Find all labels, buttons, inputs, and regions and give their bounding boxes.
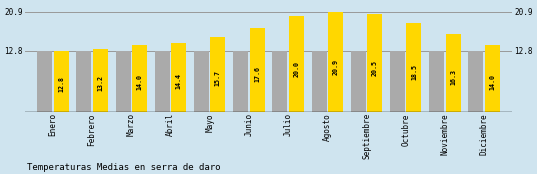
Bar (367, 14, 382, 112)
Bar (155, 51, 170, 112)
Bar (485, 45, 500, 112)
Text: 14.4: 14.4 (176, 73, 182, 89)
Bar (194, 51, 209, 112)
Text: 18.5: 18.5 (411, 64, 417, 80)
Text: 20.0: 20.0 (293, 61, 299, 77)
Bar (429, 51, 444, 112)
Text: 15.7: 15.7 (215, 70, 221, 86)
Bar (289, 16, 304, 112)
Bar (351, 51, 366, 112)
Bar (211, 37, 226, 112)
Text: Temperaturas Medias en serra de daro: Temperaturas Medias en serra de daro (27, 163, 220, 172)
Bar (311, 51, 326, 112)
Bar (171, 43, 186, 112)
Bar (93, 49, 108, 112)
Text: 13.2: 13.2 (97, 75, 103, 91)
Bar (468, 51, 483, 112)
Text: 14.0: 14.0 (489, 74, 495, 90)
Text: 16.3: 16.3 (450, 69, 456, 85)
Bar (328, 12, 343, 112)
Bar (233, 51, 248, 112)
Bar (37, 51, 52, 112)
Bar (115, 51, 130, 112)
Text: 14.0: 14.0 (136, 74, 142, 90)
Bar (250, 28, 265, 112)
Bar (446, 34, 461, 112)
Text: 20.5: 20.5 (372, 60, 378, 76)
Text: 20.9: 20.9 (332, 59, 338, 75)
Bar (54, 51, 69, 112)
Bar (407, 23, 422, 112)
Bar (132, 45, 147, 112)
Bar (76, 51, 91, 112)
Text: 12.8: 12.8 (58, 76, 64, 92)
Bar (390, 51, 405, 112)
Text: 17.6: 17.6 (254, 66, 260, 82)
Bar (272, 51, 287, 112)
